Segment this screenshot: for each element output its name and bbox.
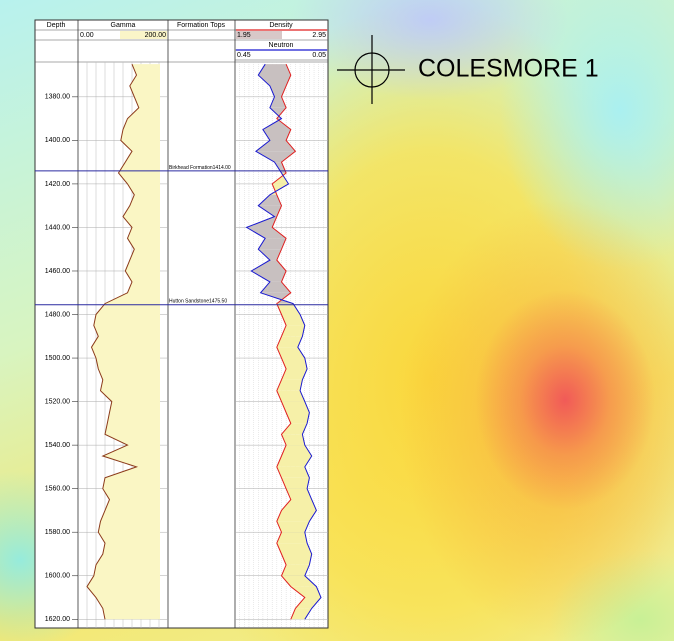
crossover-fill xyxy=(276,336,303,348)
y-tick-label: 1460.00 xyxy=(45,268,70,275)
track-header: Neutron xyxy=(269,42,294,49)
crossover-fill xyxy=(281,434,305,446)
crossover-fill xyxy=(276,532,308,544)
gamma-fill xyxy=(87,64,160,620)
y-tick-label: 1420.00 xyxy=(45,181,70,188)
crossover-fill xyxy=(281,499,317,511)
scale-label: 1.95 xyxy=(237,32,251,39)
crossover-fill xyxy=(276,521,310,533)
crossover-fill xyxy=(262,129,291,141)
well-symbol xyxy=(337,35,405,104)
crossover-fill xyxy=(269,96,287,108)
crossover-fill xyxy=(281,358,308,369)
depth-header: Depth xyxy=(47,22,66,29)
tops-header: Formation Tops xyxy=(177,22,226,29)
formation-depth: 1475.50 xyxy=(209,299,227,305)
crossover-fill xyxy=(269,107,287,119)
crossover-fill xyxy=(274,162,287,174)
y-tick-label: 1480.00 xyxy=(45,311,70,318)
log-curve xyxy=(271,64,306,620)
crossover-fill xyxy=(281,401,310,413)
crossover-fill xyxy=(290,586,322,598)
crossover-fill xyxy=(269,85,287,97)
crossover-fill xyxy=(251,270,287,282)
crossover-fill xyxy=(258,64,291,76)
crossover-fill xyxy=(281,368,308,380)
crossover-fill xyxy=(246,227,287,239)
crossover-fill xyxy=(281,423,308,435)
crossover-fill xyxy=(258,194,282,206)
formation-name: Hutton Sandstone xyxy=(169,299,209,305)
y-tick-label: 1560.00 xyxy=(45,486,70,493)
y-tick-label: 1440.00 xyxy=(45,224,70,231)
gamma-scale-fill xyxy=(120,31,167,39)
y-tick-label: 1600.00 xyxy=(45,573,70,580)
crossover-fill xyxy=(281,325,305,337)
y-tick-label: 1400.00 xyxy=(45,137,70,144)
formation-name: Birkhead Formation xyxy=(169,165,213,171)
crossover-fill xyxy=(281,477,310,489)
formation-top-label: Birkhead Formation1414.00 xyxy=(169,165,231,171)
scale-label: 0.05 xyxy=(312,52,326,59)
crossover-fill xyxy=(281,553,312,565)
crossover-fill xyxy=(276,390,305,402)
crossover-fill xyxy=(262,118,291,130)
crossover-fill xyxy=(251,260,287,271)
scale-label: 0.45 xyxy=(237,52,251,59)
crossover-fill xyxy=(276,456,312,467)
crossover-fill xyxy=(276,379,303,391)
crossover-fill xyxy=(290,608,312,620)
crossover-fill xyxy=(281,314,305,326)
crossover-fill xyxy=(255,151,296,163)
formation-top-label: Hutton Sandstone1475.50 xyxy=(169,299,227,305)
log-curve xyxy=(245,63,322,620)
y-tick-label: 1540.00 xyxy=(45,442,70,449)
crossover-fill xyxy=(260,292,294,304)
crossover-fill xyxy=(281,564,310,576)
y-tick-label: 1500.00 xyxy=(45,355,70,362)
crossover-fill xyxy=(258,75,291,86)
crossover-fill xyxy=(276,510,317,522)
crossover-fill xyxy=(276,543,312,554)
log-curve xyxy=(86,64,140,620)
formation-depth: 1414.00 xyxy=(213,165,231,171)
crossover-fill xyxy=(258,249,282,261)
crossover-fill xyxy=(276,347,305,359)
crossover-fill xyxy=(258,205,282,217)
density-scale-fill xyxy=(236,31,282,39)
y-tick-label: 1620.00 xyxy=(45,616,70,623)
y-tick-label: 1380.00 xyxy=(45,94,70,101)
crossover-fill xyxy=(286,488,312,500)
crossover-fill xyxy=(281,575,317,587)
track-header: Density xyxy=(269,22,293,29)
crossover-fill xyxy=(281,445,312,457)
track-header: Gamma xyxy=(111,22,136,29)
crossover-fill xyxy=(295,597,322,609)
y-tick-label: 1520.00 xyxy=(45,398,70,405)
scale-label: 0.00 xyxy=(80,32,94,39)
scale-label: 200.00 xyxy=(145,32,167,39)
crossover-fill xyxy=(276,466,310,478)
crossover-fill xyxy=(258,238,287,250)
well-name: COLESMORE 1 xyxy=(418,55,599,83)
scale-label: 2.95 xyxy=(312,32,326,39)
y-tick-label: 1580.00 xyxy=(45,529,70,536)
crossover-fill xyxy=(286,412,310,424)
crossover-fill xyxy=(255,140,296,152)
